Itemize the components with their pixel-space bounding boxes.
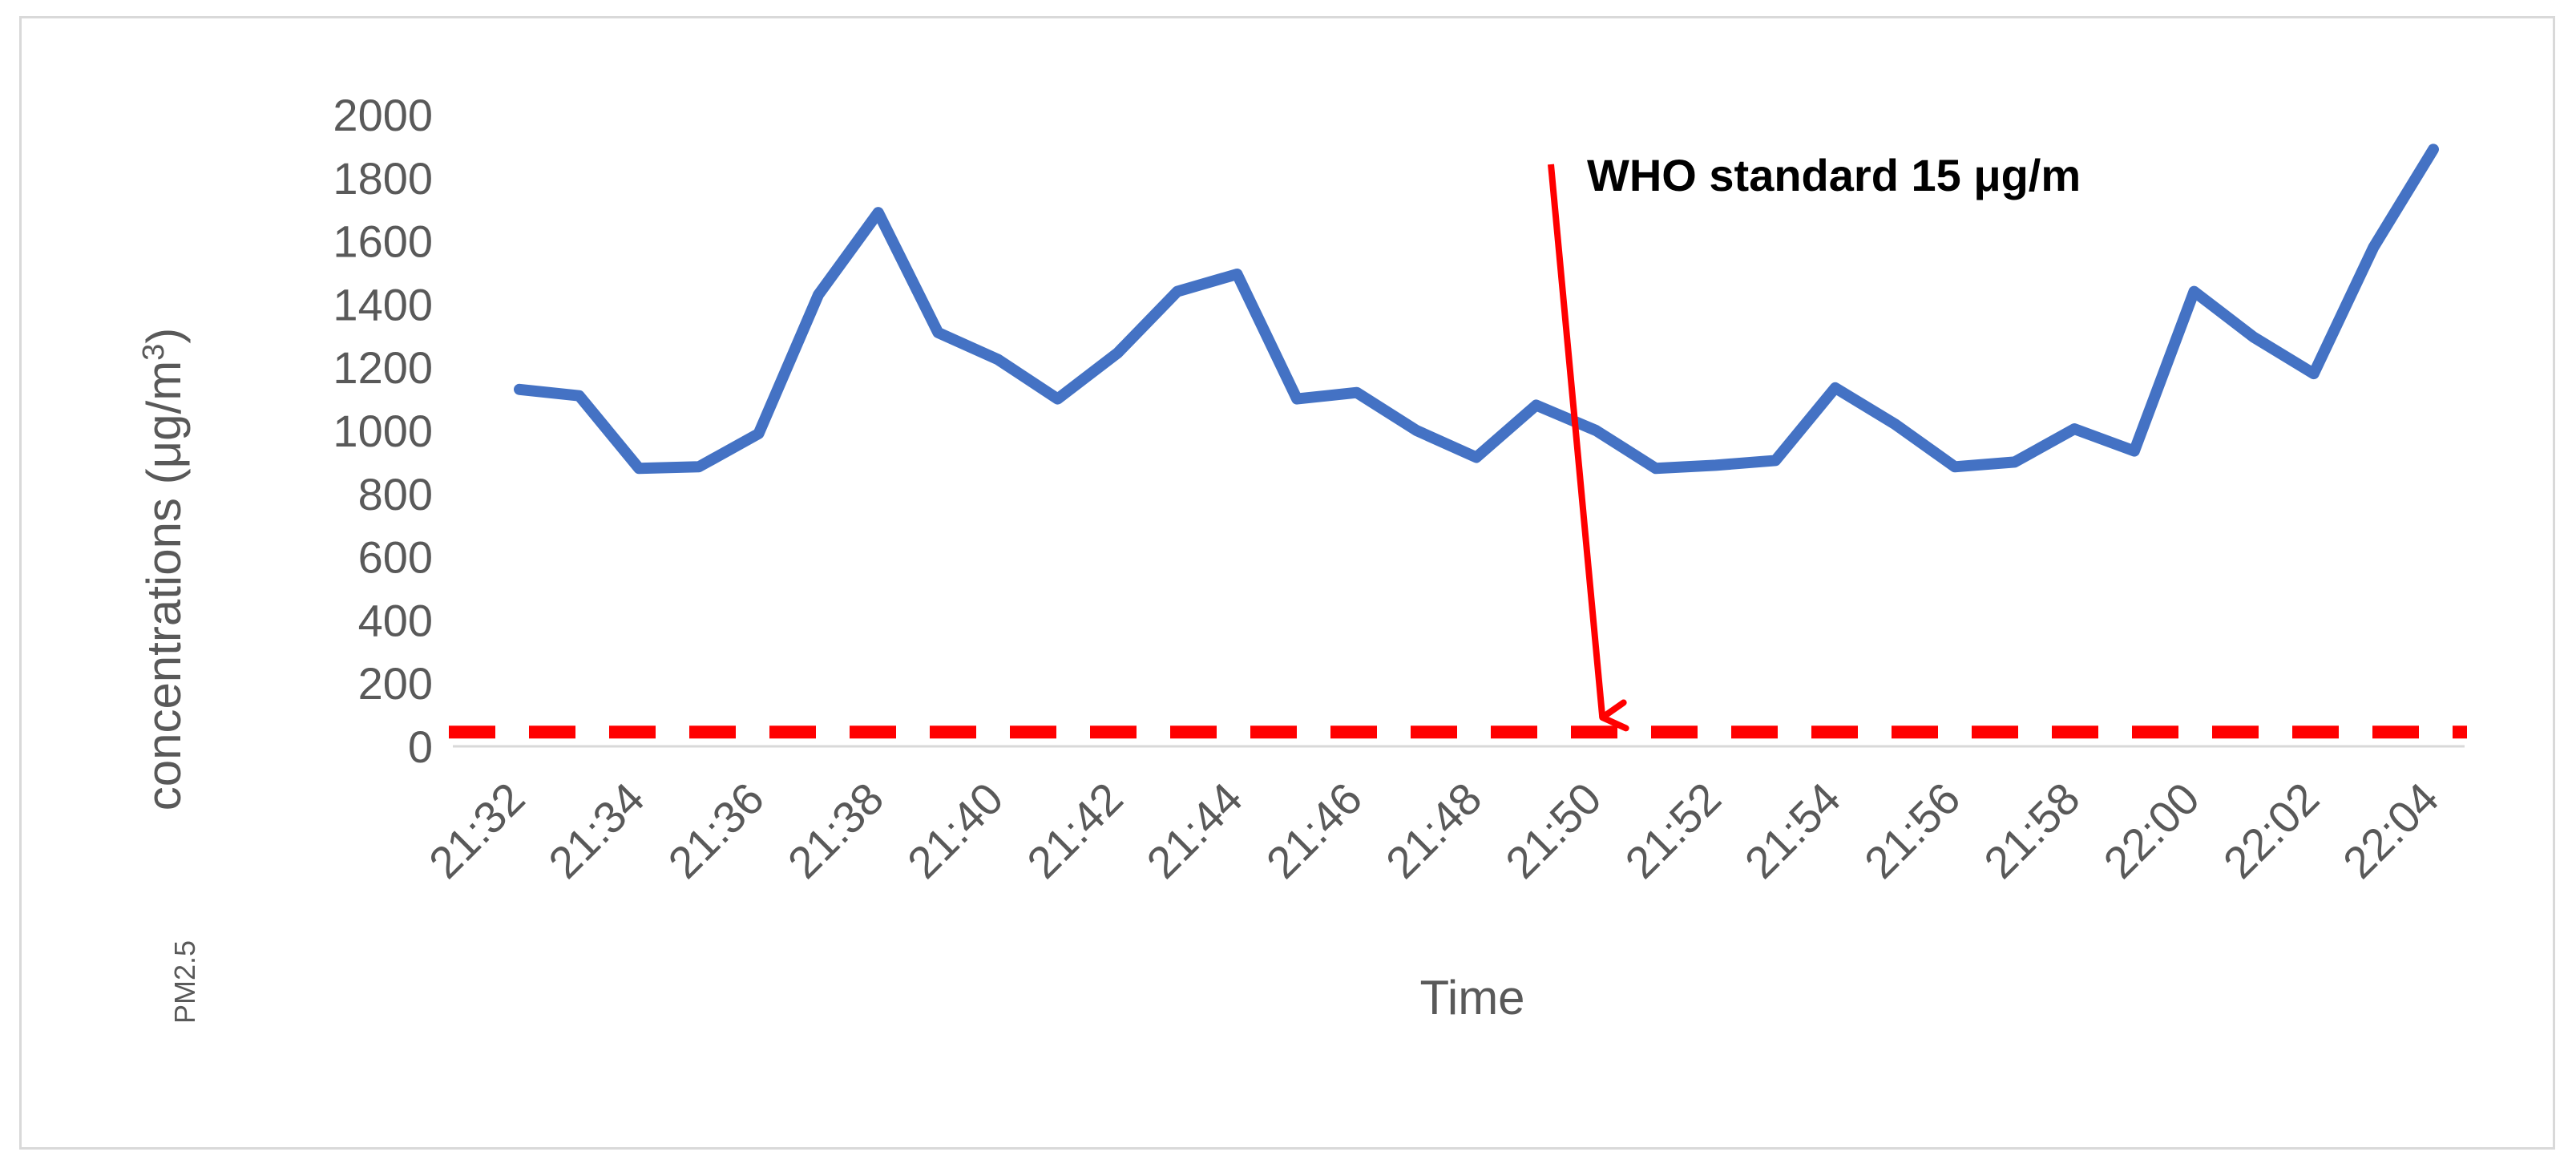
y-axis-title-main: concentrations (μg/m (137, 361, 191, 810)
x-tick-label: 22:04 (2333, 773, 2449, 888)
x-tick-label: 21:58 (1974, 773, 2089, 888)
y-axis-title-superscript: 3 (137, 344, 171, 361)
chart-frame (19, 16, 2555, 1150)
y-axis-title-prefix: PM2.5 (168, 940, 201, 1024)
x-tick-label: 21:42 (1017, 773, 1133, 888)
y-tick-label: 400 (358, 595, 433, 645)
y-tick-label: 1400 (333, 279, 433, 329)
x-tick-label: 21:52 (1615, 773, 1730, 888)
x-tick-label: 22:02 (2214, 773, 2329, 888)
annotation-arrow (1548, 164, 1629, 732)
x-tick-label: 21:40 (898, 773, 1013, 888)
x-tick-label: 21:32 (419, 773, 535, 888)
x-tick-label: 21:50 (1496, 773, 1611, 888)
x-tick-label: 21:48 (1376, 773, 1492, 888)
y-tick-label: 600 (358, 532, 433, 583)
x-tick-label: 21:54 (1735, 773, 1851, 888)
x-axis-ticks: 21:32 21:34 21:36 21:38 21:40 21:42 21:44 21:46… (419, 773, 2449, 888)
y-tick-label: 800 (358, 469, 433, 519)
pm25-series-line (514, 143, 2439, 475)
y-tick-label: 1200 (333, 342, 433, 393)
x-tick-label: 21:44 (1137, 773, 1252, 888)
y-tick-label: 2000 (333, 90, 433, 140)
x-tick-label: 21:34 (539, 773, 654, 888)
x-tick-label: 21:56 (1855, 773, 1970, 888)
y-tick-label: 1600 (333, 216, 433, 267)
x-tick-label: 21:46 (1257, 773, 1372, 888)
y-axis-title: concentrations (μg/m3) (137, 328, 191, 811)
x-tick-label: 22:00 (2094, 773, 2209, 888)
y-tick-label: 1000 (333, 406, 433, 456)
y-tick-label: 200 (358, 658, 433, 709)
series-layer (449, 143, 2467, 739)
annotation-text: WHO standard 15 μg/m (1587, 150, 2081, 200)
x-tick-label: 21:36 (658, 773, 773, 888)
y-tick-label: 0 (408, 721, 433, 772)
x-tick-label: 21:38 (778, 773, 894, 888)
y-axis-title-close: ) (137, 328, 191, 344)
y-tick-label: 1800 (333, 153, 433, 204)
svg-text:concentrations (μg/m3): concentrations (μg/m3) (137, 328, 191, 811)
x-axis-title: Time (1419, 971, 1524, 1024)
y-axis-ticks: 0 200 400 600 800 1000 1200 1400 1600 1800 2000 (333, 90, 433, 772)
